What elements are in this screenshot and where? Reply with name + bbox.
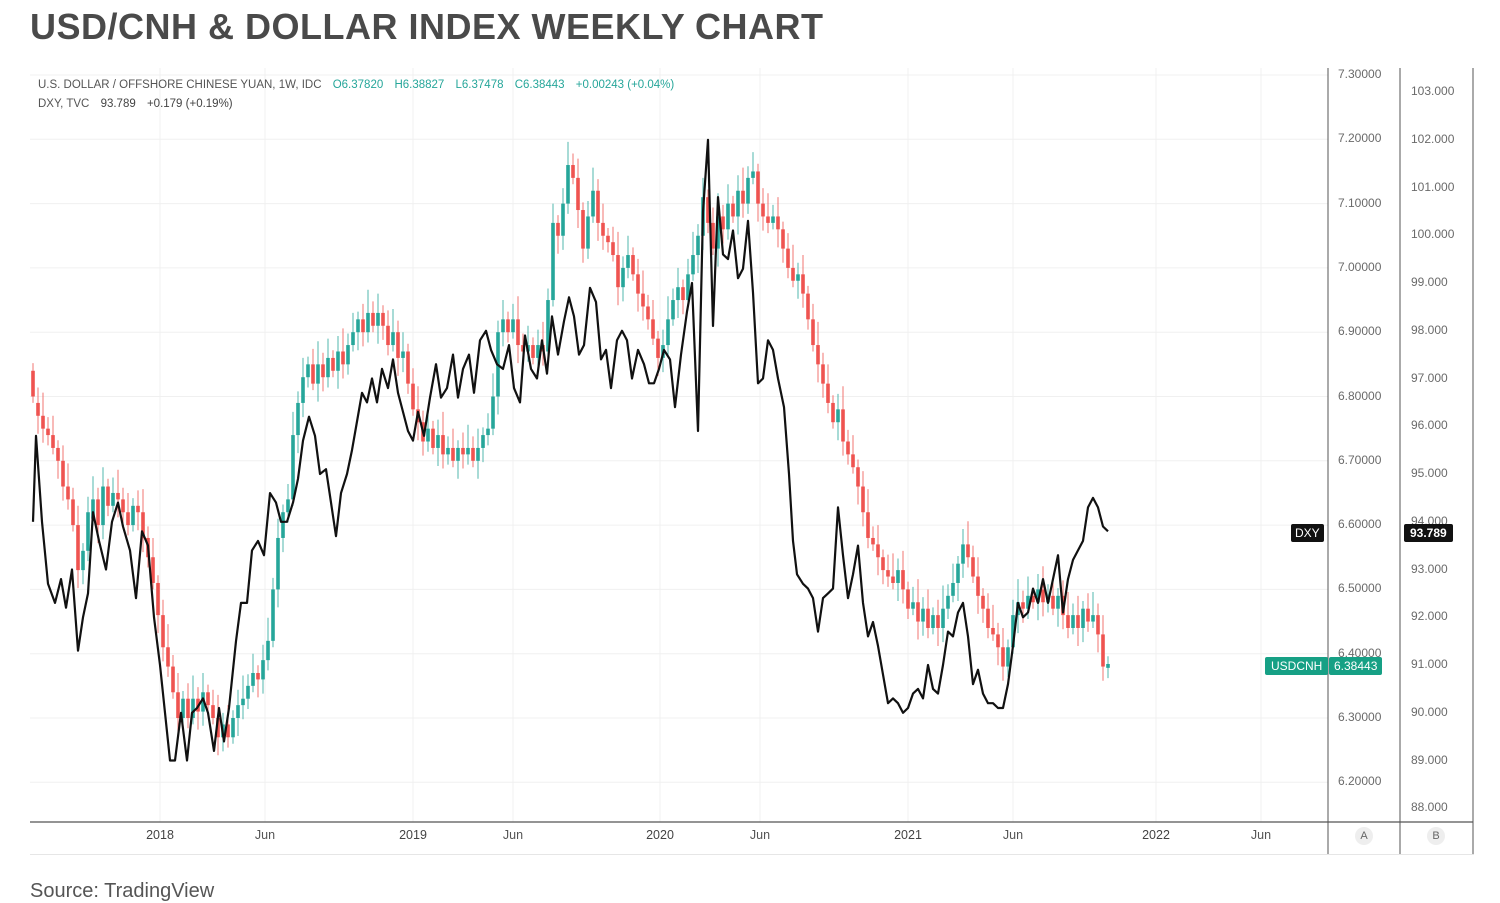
usdcnh-axis-tick: 6.70000 [1338, 452, 1382, 467]
dxy-axis-tick: 102.000 [1411, 131, 1455, 146]
legend-dxy-change: +0.179 (+0.19%) [146, 98, 233, 110]
dxy-axis-tick: 95.000 [1411, 466, 1448, 480]
scale-button-a[interactable]: A [1355, 827, 1373, 845]
usdcnh-axis-tick: 7.30000 [1338, 67, 1382, 81]
dxy-axis-tick: 100.000 [1411, 227, 1455, 242]
dxy-axis-tick: 101.000 [1411, 179, 1455, 194]
time-axis-tick: Jun [1002, 828, 1024, 842]
dxy-axis-tick: 93.000 [1411, 561, 1448, 576]
legend-low: L6.37478 [455, 79, 504, 91]
grid-lines [30, 68, 1328, 822]
usdcnh-series-tag: USDCNH [1265, 657, 1329, 675]
dxy-axis-tick: 97.000 [1411, 370, 1448, 385]
dxy-axis-tick: 99.000 [1411, 275, 1448, 289]
usdcnh-axis-tick: 7.20000 [1338, 131, 1382, 146]
dxy-last-value-tag: 93.789 [1404, 524, 1453, 542]
dxy-series-tag: DXY [1291, 524, 1324, 542]
usdcnh-axis-tick: 7.00000 [1338, 259, 1382, 274]
legend-close: C6.38443 [514, 79, 565, 91]
dxy-line [31, 138, 1109, 762]
chart-legend: U.S. DOLLAR / OFFSHORE CHINESE YUAN, 1W,… [38, 76, 674, 114]
dxy-axis-tick: 91.000 [1411, 657, 1448, 671]
time-axis-tick: Jun [1250, 828, 1272, 842]
legend-dxy-value: 93.789 [100, 98, 136, 110]
time-axis-tick: 2018 [146, 828, 174, 842]
usdcnh-axis-tick: 6.50000 [1338, 581, 1382, 596]
legend-usdcnh-name: U.S. DOLLAR / OFFSHORE CHINESE YUAN, 1W,… [38, 79, 322, 91]
dxy-axis-tick: 92.000 [1411, 609, 1448, 624]
scale-button-b[interactable]: B [1427, 827, 1445, 845]
time-axis-tick: Jun [502, 828, 524, 842]
time-axis-tick: Jun [254, 828, 276, 842]
page-title: USD/CNH & DOLLAR INDEX WEEKLY CHART [30, 6, 824, 47]
legend-high: H6.38827 [394, 79, 445, 91]
dxy-axis-tick: 98.000 [1411, 322, 1448, 337]
usdcnh-axis-tick: 7.10000 [1338, 195, 1382, 210]
usdcnh-candles [31, 141, 1110, 756]
dxy-axis-tick: 88.000 [1411, 800, 1448, 815]
dxy-axis-tick: 89.000 [1411, 752, 1448, 767]
usdcnh-last-value-tag: 6.38443 [1329, 657, 1383, 675]
time-axis-tick: 2020 [646, 828, 674, 842]
axes-frame [30, 68, 1474, 854]
legend-change: +0.00243 (+0.04%) [575, 79, 675, 91]
legend-dxy: DXY, TVC 93.789 +0.179 (+0.19%) [38, 95, 674, 114]
time-axis-tick: 2022 [1142, 828, 1170, 842]
usdcnh-axis-tick: 6.40000 [1338, 645, 1382, 660]
time-axis-tick: 2021 [894, 828, 922, 842]
usdcnh-axis-tick: 6.20000 [1338, 774, 1382, 789]
dxy-axis-tick: 96.000 [1411, 418, 1448, 433]
usdcnh-axis-tick: 6.60000 [1338, 517, 1382, 532]
usdcnh-axis-tick: 6.30000 [1338, 710, 1382, 724]
dxy-axis-tick: 103.000 [1411, 84, 1455, 98]
legend-open: O6.37820 [332, 79, 384, 91]
chart-frame[interactable] [30, 68, 1474, 855]
legend-usdcnh: U.S. DOLLAR / OFFSHORE CHINESE YUAN, 1W,… [38, 76, 674, 95]
dxy-axis-tick: 90.000 [1411, 704, 1448, 719]
legend-dxy-name: DXY, TVC [38, 98, 90, 110]
usdcnh-axis-tick: 6.80000 [1338, 388, 1382, 403]
time-axis-tick: 2019 [399, 828, 427, 842]
time-axis-tick: Jun [749, 828, 771, 842]
source-caption: Source: TradingView [30, 880, 215, 902]
usdcnh-axis-tick: 6.90000 [1338, 324, 1382, 339]
